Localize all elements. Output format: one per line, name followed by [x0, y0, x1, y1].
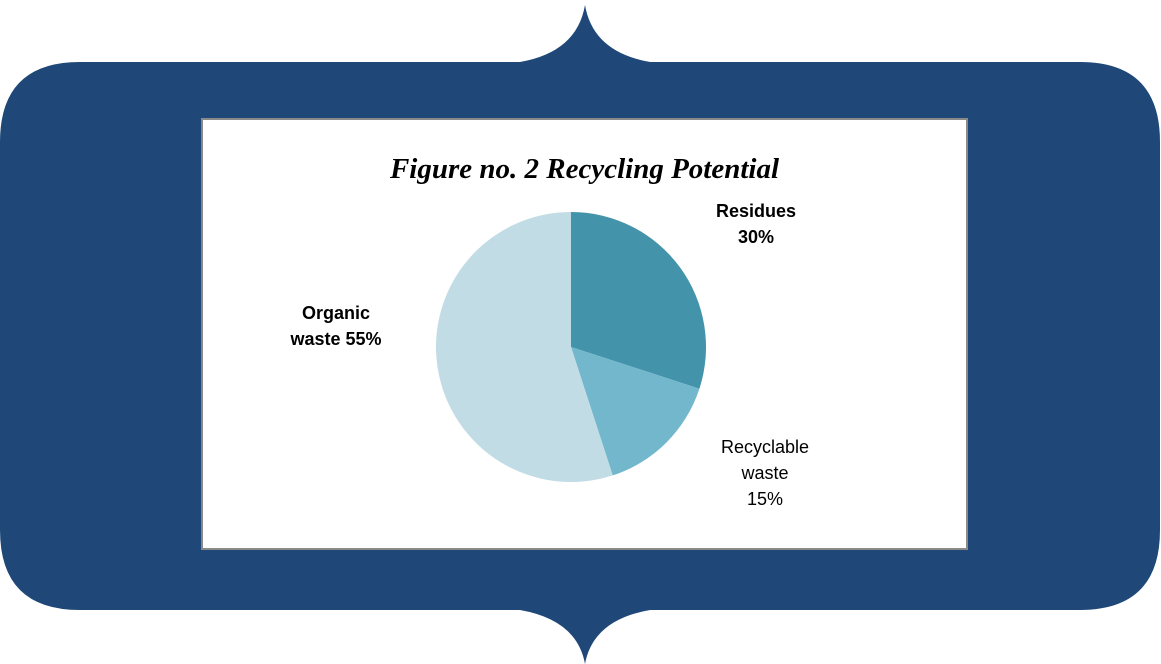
- chart-panel: Figure no. 2 Recycling Potential Residue…: [201, 118, 968, 550]
- slice-label-name-line-2: waste 55%: [290, 329, 382, 349]
- pie-chart: [435, 212, 706, 482]
- slice-label-value: 30%: [737, 227, 775, 247]
- slice-label-name-line-1: Organic: [301, 303, 371, 323]
- slice-label-value: 15%: [746, 489, 784, 509]
- slice-label-residues: Residues 30%: [711, 198, 801, 250]
- chart-title: Figure no. 2 Recycling Potential: [389, 153, 780, 185]
- slice-label-name: Residues: [715, 201, 797, 221]
- slice-label-name-line-2: waste: [741, 463, 789, 483]
- pie-slice-residues: [571, 212, 706, 389]
- pie-slice-recyclable-waste: [571, 347, 700, 476]
- slice-label-name-line-1: Recyclable: [720, 437, 810, 457]
- slice-label-recyclable-waste: Recyclable waste 15%: [693, 434, 837, 512]
- pie-slice-organic-waste: [435, 212, 613, 482]
- slice-label-organic-waste: Organic waste 55%: [271, 300, 401, 352]
